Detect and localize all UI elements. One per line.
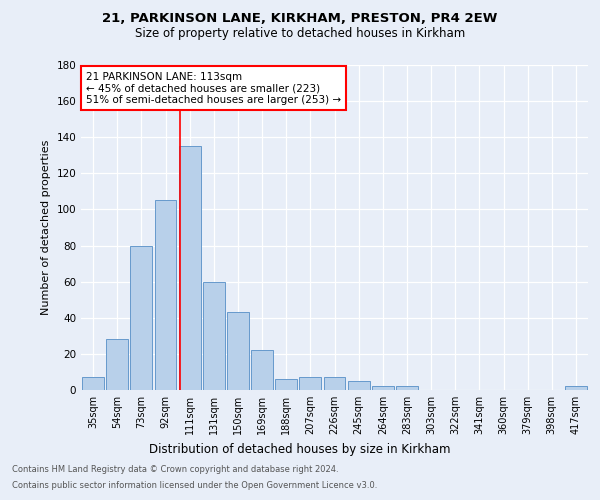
Text: Contains HM Land Registry data © Crown copyright and database right 2024.: Contains HM Land Registry data © Crown c… bbox=[12, 466, 338, 474]
Text: Size of property relative to detached houses in Kirkham: Size of property relative to detached ho… bbox=[135, 28, 465, 40]
Text: Contains public sector information licensed under the Open Government Licence v3: Contains public sector information licen… bbox=[12, 480, 377, 490]
Bar bbox=[372, 386, 394, 390]
Bar bbox=[251, 350, 273, 390]
Bar bbox=[323, 378, 346, 390]
Bar bbox=[106, 340, 128, 390]
Text: 21 PARKINSON LANE: 113sqm
← 45% of detached houses are smaller (223)
51% of semi: 21 PARKINSON LANE: 113sqm ← 45% of detac… bbox=[86, 72, 341, 104]
Bar bbox=[348, 381, 370, 390]
Bar bbox=[179, 146, 200, 390]
Bar bbox=[155, 200, 176, 390]
Bar bbox=[203, 282, 224, 390]
Bar bbox=[275, 379, 297, 390]
Text: 21, PARKINSON LANE, KIRKHAM, PRESTON, PR4 2EW: 21, PARKINSON LANE, KIRKHAM, PRESTON, PR… bbox=[103, 12, 497, 26]
Bar bbox=[396, 386, 418, 390]
Bar bbox=[565, 386, 587, 390]
Bar bbox=[227, 312, 249, 390]
Y-axis label: Number of detached properties: Number of detached properties bbox=[41, 140, 51, 315]
Bar bbox=[82, 378, 104, 390]
Bar bbox=[299, 378, 321, 390]
Bar bbox=[130, 246, 152, 390]
Text: Distribution of detached houses by size in Kirkham: Distribution of detached houses by size … bbox=[149, 442, 451, 456]
